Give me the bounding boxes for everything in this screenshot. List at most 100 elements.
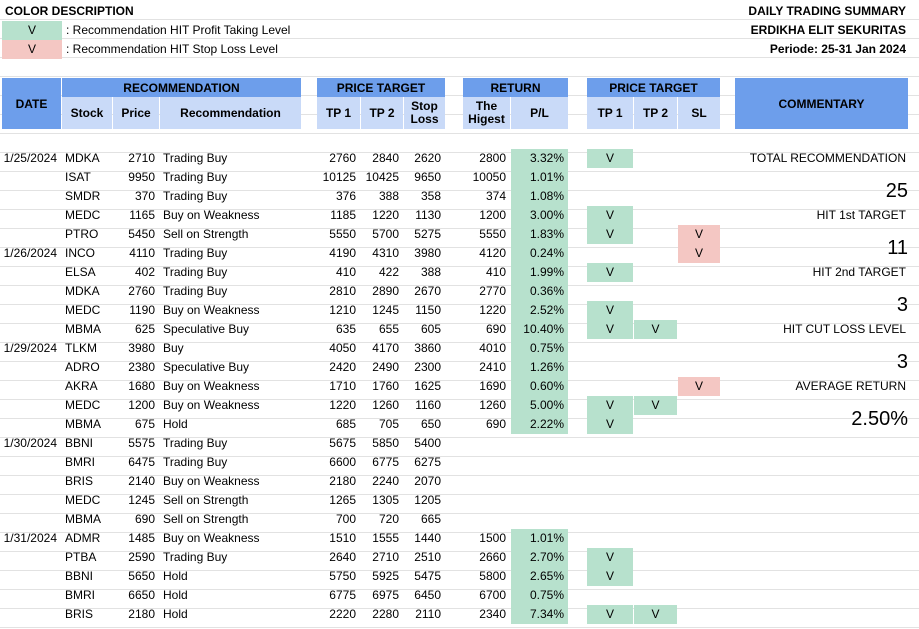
- cell-tp1: 1220: [329, 398, 356, 412]
- cell-date: [2, 415, 61, 434]
- cell-tp2: 1220: [372, 208, 399, 222]
- cell-tp1: 700: [335, 512, 356, 526]
- cell-hs: [678, 567, 720, 586]
- cell-date: [2, 225, 61, 244]
- cell-date: 1/30/2024: [3, 436, 57, 450]
- legend-stoploss-text: : Recommendation HIT Stop Loss Level: [66, 42, 278, 56]
- cell-tp2: 1555: [372, 531, 399, 545]
- cell-high: [463, 491, 510, 510]
- cell-hs: [678, 491, 720, 510]
- cell-rec: Hold: [163, 588, 188, 602]
- cell-tp2: 2710: [372, 550, 399, 564]
- cell-tp2: 2280: [372, 607, 399, 621]
- cell-high: 1500: [479, 531, 506, 545]
- cell-price: 1680: [128, 379, 155, 393]
- cell-date: [2, 206, 61, 225]
- cell-rec: Trading Buy: [163, 436, 228, 450]
- cell-h2: [634, 472, 677, 491]
- cell-h2: [634, 434, 677, 453]
- cell-h1: [587, 168, 633, 187]
- cell-pl: [511, 434, 568, 453]
- cell-sl: 1160: [415, 398, 441, 412]
- cell-tp1: 6775: [329, 588, 356, 602]
- cell-pl: 1.99%: [511, 263, 568, 282]
- cell-tp1: 6600: [329, 455, 356, 469]
- cell-tp1: 1265: [329, 493, 356, 507]
- cell-high: 4010: [479, 341, 506, 355]
- cell-h2: V: [634, 320, 677, 339]
- cell-date: [2, 377, 61, 396]
- cell-price: 2590: [128, 550, 155, 564]
- cell-high: 2800: [479, 151, 506, 165]
- cell-high: 2770: [479, 284, 506, 298]
- cell-high: 690: [485, 417, 506, 431]
- header-commentary: COMMENTARY: [735, 78, 908, 129]
- legend-title: COLOR DESCRIPTION: [5, 4, 134, 18]
- cell-h2: [634, 377, 677, 396]
- cell-stock: BRIS: [65, 474, 94, 488]
- legend-profit-text: : Recommendation HIT Profit Taking Level: [66, 23, 291, 37]
- cell-h1: [587, 244, 633, 263]
- cell-high: 1220: [479, 303, 506, 317]
- cell-tp2: 10425: [365, 170, 399, 184]
- cell-sl: 5275: [414, 227, 441, 241]
- cell-hs: [678, 206, 720, 225]
- cell-date: [2, 586, 61, 605]
- cell-tp1: 635: [335, 322, 356, 336]
- cell-tp2: 6975: [372, 588, 399, 602]
- cell-high: [463, 434, 510, 453]
- cell-stock: BMRI: [65, 455, 95, 469]
- cell-h2: [634, 358, 677, 377]
- cell-h2: [634, 244, 677, 263]
- cell-date: [2, 548, 61, 567]
- cell-pl: 1.01%: [511, 529, 568, 548]
- cell-date: 1/26/2024: [3, 246, 57, 260]
- cell-h1: V: [587, 548, 633, 567]
- cell-stock: MDKA: [65, 284, 100, 298]
- cell-tp1: 5550: [329, 227, 356, 241]
- header-recommendation: Recommendation: [160, 97, 301, 129]
- cell-date: [2, 510, 61, 529]
- cell-sl: 2300: [414, 360, 441, 374]
- cell-rec: Hold: [163, 569, 188, 583]
- cell-high: 690: [485, 322, 506, 336]
- commentary-avg-return-label: AVERAGE RETURN: [795, 379, 906, 393]
- cell-h1: [587, 282, 633, 301]
- cell-hs: [678, 168, 720, 187]
- cell-rec: Speculative Buy: [163, 360, 250, 374]
- cell-rec: Hold: [163, 607, 188, 621]
- header-tp2: TP 2: [361, 97, 403, 129]
- cell-high: 1200: [479, 208, 506, 222]
- cell-hs: [678, 396, 720, 415]
- cell-pl: 1.01%: [511, 168, 568, 187]
- cell-rec: Buy on Weakness: [163, 208, 260, 222]
- cell-tp2: 4310: [372, 246, 399, 260]
- cell-date: 1/31/2024: [3, 531, 57, 545]
- cell-sl: 2070: [414, 474, 441, 488]
- commentary-hit2-label: HIT 2nd TARGET: [812, 265, 906, 279]
- cell-sl: 5400: [414, 436, 441, 450]
- cell-tp1: 1710: [329, 379, 356, 393]
- cell-pl: 1.26%: [511, 358, 568, 377]
- cell-h2: [634, 453, 677, 472]
- cell-hs: [678, 529, 720, 548]
- cell-tp1: 2760: [329, 151, 356, 165]
- cell-sl: 665: [420, 512, 441, 526]
- cell-high: 410: [485, 265, 506, 279]
- cell-hs: [678, 434, 720, 453]
- cell-rec: Buy: [163, 341, 184, 355]
- cell-sl: 650: [420, 417, 441, 431]
- report-company: ERDIKHA ELIT SEKURITAS: [750, 23, 906, 37]
- cell-rec: Trading Buy: [163, 284, 228, 298]
- cell-stock: BBNI: [65, 436, 94, 450]
- cell-pl: 2.52%: [511, 301, 568, 320]
- cell-tp2: 5700: [372, 227, 399, 241]
- cell-pl: 1.83%: [511, 225, 568, 244]
- cell-stock: BMRI: [65, 588, 95, 602]
- cell-rec: Trading Buy: [163, 151, 228, 165]
- cell-h2: [634, 149, 677, 168]
- cell-tp1: 2810: [329, 284, 356, 298]
- cell-hs: [678, 510, 720, 529]
- cell-high: 2660: [479, 550, 506, 564]
